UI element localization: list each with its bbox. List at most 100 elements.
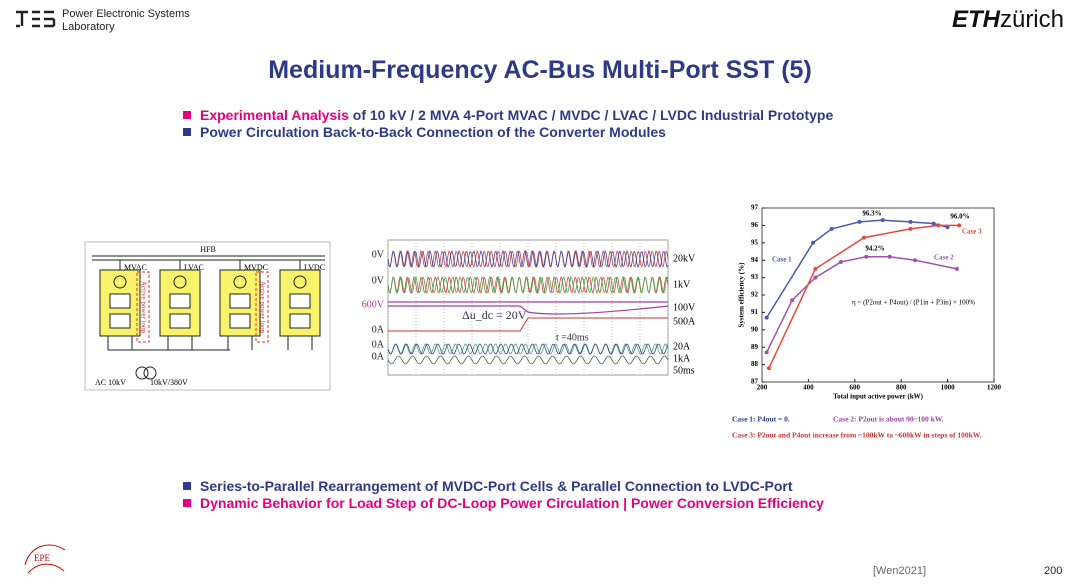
title: Medium-Frequency AC-Bus Multi-Port SST (… — [268, 56, 812, 84]
zurich: zürich — [999, 6, 1064, 33]
loop-label: Active power loop — [139, 281, 147, 334]
series-line — [765, 255, 958, 353]
right-scale: 50ms — [673, 365, 695, 376]
waveform-trace — [387, 343, 669, 355]
point — [813, 275, 818, 280]
bridge — [229, 313, 251, 329]
waveform-trace — [387, 355, 669, 365]
bridge — [169, 313, 191, 329]
left-level: 0A — [372, 351, 385, 362]
y-tick-label: 97 — [751, 204, 759, 212]
right-scale: 20A — [673, 341, 691, 352]
waveform-figure: 0V0V600V0A0A0A20kV1kV100V500A20A1kA50msΔ… — [362, 239, 696, 376]
y-tick-label: 87 — [751, 378, 759, 386]
eth: ETH — [951, 6, 1000, 33]
port-label: MVAC — [124, 263, 147, 272]
left-level: 0A — [372, 339, 385, 350]
bullet-text: of 10 kV / 2 MVA 4-Port MVAC / MVDC / LV… — [348, 107, 834, 123]
waveform-trace — [387, 250, 669, 268]
time-label: t =40ms — [556, 332, 589, 343]
source-label: AC 10kV — [95, 378, 126, 387]
port-label: MVDC — [244, 263, 268, 272]
pes-logo — [16, 10, 56, 28]
left-level: 0A — [372, 324, 385, 335]
bridge — [289, 293, 311, 309]
series-label: Case 2 — [934, 254, 954, 262]
eu-logo: EPE — [24, 544, 66, 574]
point — [764, 315, 769, 320]
y-tick-label: 89 — [751, 343, 759, 351]
y-tick-label: 95 — [751, 238, 759, 246]
point — [790, 298, 795, 303]
case-note: Case 3: P2out and P4out increase from ~1… — [732, 431, 982, 440]
point — [764, 350, 769, 355]
lab-name: Power Electronic Systems Laboratory — [62, 8, 190, 34]
y-tick-label: 94 — [751, 256, 759, 264]
y-tick-label: 88 — [751, 360, 759, 368]
x-tick-label: 200 — [757, 384, 768, 392]
bullet: Power Circulation Back-to-Back Connectio… — [183, 124, 666, 140]
reference: [Wen2021] — [873, 565, 927, 577]
case-note: Case 1: P4out = 0. — [732, 415, 790, 424]
y-tick-label: 93 — [751, 273, 759, 281]
right-scale: 100V — [673, 302, 696, 313]
y-tick-label: 90 — [751, 325, 759, 333]
point — [862, 235, 867, 240]
waveform-trace — [388, 317, 668, 332]
waveform-trace — [387, 249, 669, 269]
power-loop — [136, 271, 150, 343]
xfmr — [143, 366, 157, 380]
port-label: LVDC — [304, 263, 325, 272]
bullet: Experimental Analysis of 10 kV / 2 MVA 4… — [183, 107, 833, 123]
series-label: Case 3 — [962, 228, 982, 236]
bullet-text: Series-to-Parallel Rearrangement of MVDC… — [200, 478, 793, 494]
point — [857, 219, 862, 224]
y-axis-label: System efficiency (%) — [738, 262, 746, 328]
bridge — [109, 313, 131, 329]
bullet-text: Power Circulation Back-to-Back Connectio… — [200, 124, 666, 140]
bullet: Series-to-Parallel Rearrangement of MVDC… — [183, 478, 793, 494]
bridge — [289, 313, 311, 329]
bridge — [169, 293, 191, 309]
y-tick-label: 96 — [751, 221, 759, 229]
point — [913, 258, 918, 263]
point — [813, 266, 818, 271]
bridge — [229, 293, 251, 309]
transformer — [113, 275, 127, 289]
left-level: 600V — [362, 299, 385, 310]
left-level: 0V — [372, 249, 385, 260]
circuit-diagram: HFB MVAC LVAC MVDC LVDC Active power loop Act… — [84, 241, 331, 391]
bullet-highlight: Experimental Analysis — [200, 107, 349, 123]
point — [936, 223, 941, 228]
point — [880, 218, 885, 223]
point — [811, 240, 816, 245]
point — [908, 219, 913, 224]
loop-label: Active power loop — [258, 281, 266, 334]
point — [838, 259, 843, 264]
bullet: Dynamic Behavior for Load Step of DC-Loo… — [183, 495, 824, 511]
right-scale: 1kV — [673, 279, 691, 290]
y-tick-label: 91 — [751, 308, 759, 316]
x-axis-label: Total input active power (kW) — [833, 393, 924, 401]
waveform-trace — [387, 275, 669, 295]
series-line — [766, 219, 948, 319]
xfmr — [135, 366, 149, 380]
x-tick-label: 400 — [803, 384, 814, 392]
annotation: 94.2% — [865, 245, 884, 253]
point — [766, 366, 771, 371]
transformer-label: 10kV/380V — [150, 378, 188, 387]
transformer — [173, 275, 187, 289]
series-label: Case 1 — [772, 256, 792, 264]
waveform-trace — [388, 301, 669, 315]
point — [908, 226, 913, 231]
left-level: 0V — [372, 275, 385, 286]
svg-text:EPE: EPE — [34, 553, 51, 563]
point — [887, 254, 892, 259]
point — [957, 223, 962, 228]
eth-logo: ETHzürich — [952, 6, 1064, 34]
case-note: Case 2: P2out is about 90~100 kW. — [833, 415, 944, 424]
x-tick-label: 600 — [850, 384, 861, 392]
transformer — [233, 275, 247, 289]
port-label: LVAC — [184, 263, 204, 272]
